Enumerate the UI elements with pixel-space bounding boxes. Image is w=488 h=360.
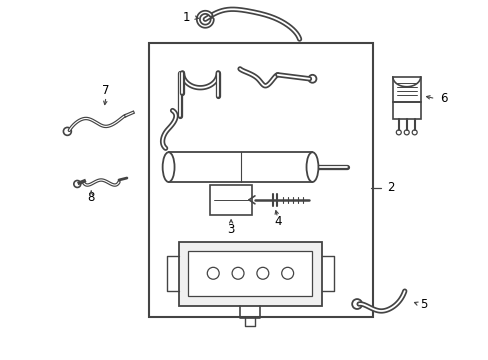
Text: 6: 6 — [439, 92, 447, 105]
Text: 7: 7 — [102, 84, 110, 97]
Text: 2: 2 — [386, 181, 394, 194]
Text: 4: 4 — [273, 215, 281, 228]
Bar — [188, 251, 312, 296]
Ellipse shape — [306, 152, 318, 182]
Text: 1: 1 — [183, 11, 190, 24]
Bar — [168, 152, 312, 182]
Text: 5: 5 — [419, 297, 427, 311]
Bar — [148, 43, 372, 317]
Text: 3: 3 — [227, 223, 234, 236]
Bar — [210, 185, 251, 215]
Bar — [178, 242, 322, 306]
Ellipse shape — [163, 152, 174, 182]
Text: 8: 8 — [87, 192, 95, 204]
Bar — [392, 77, 420, 102]
Bar — [392, 102, 420, 120]
